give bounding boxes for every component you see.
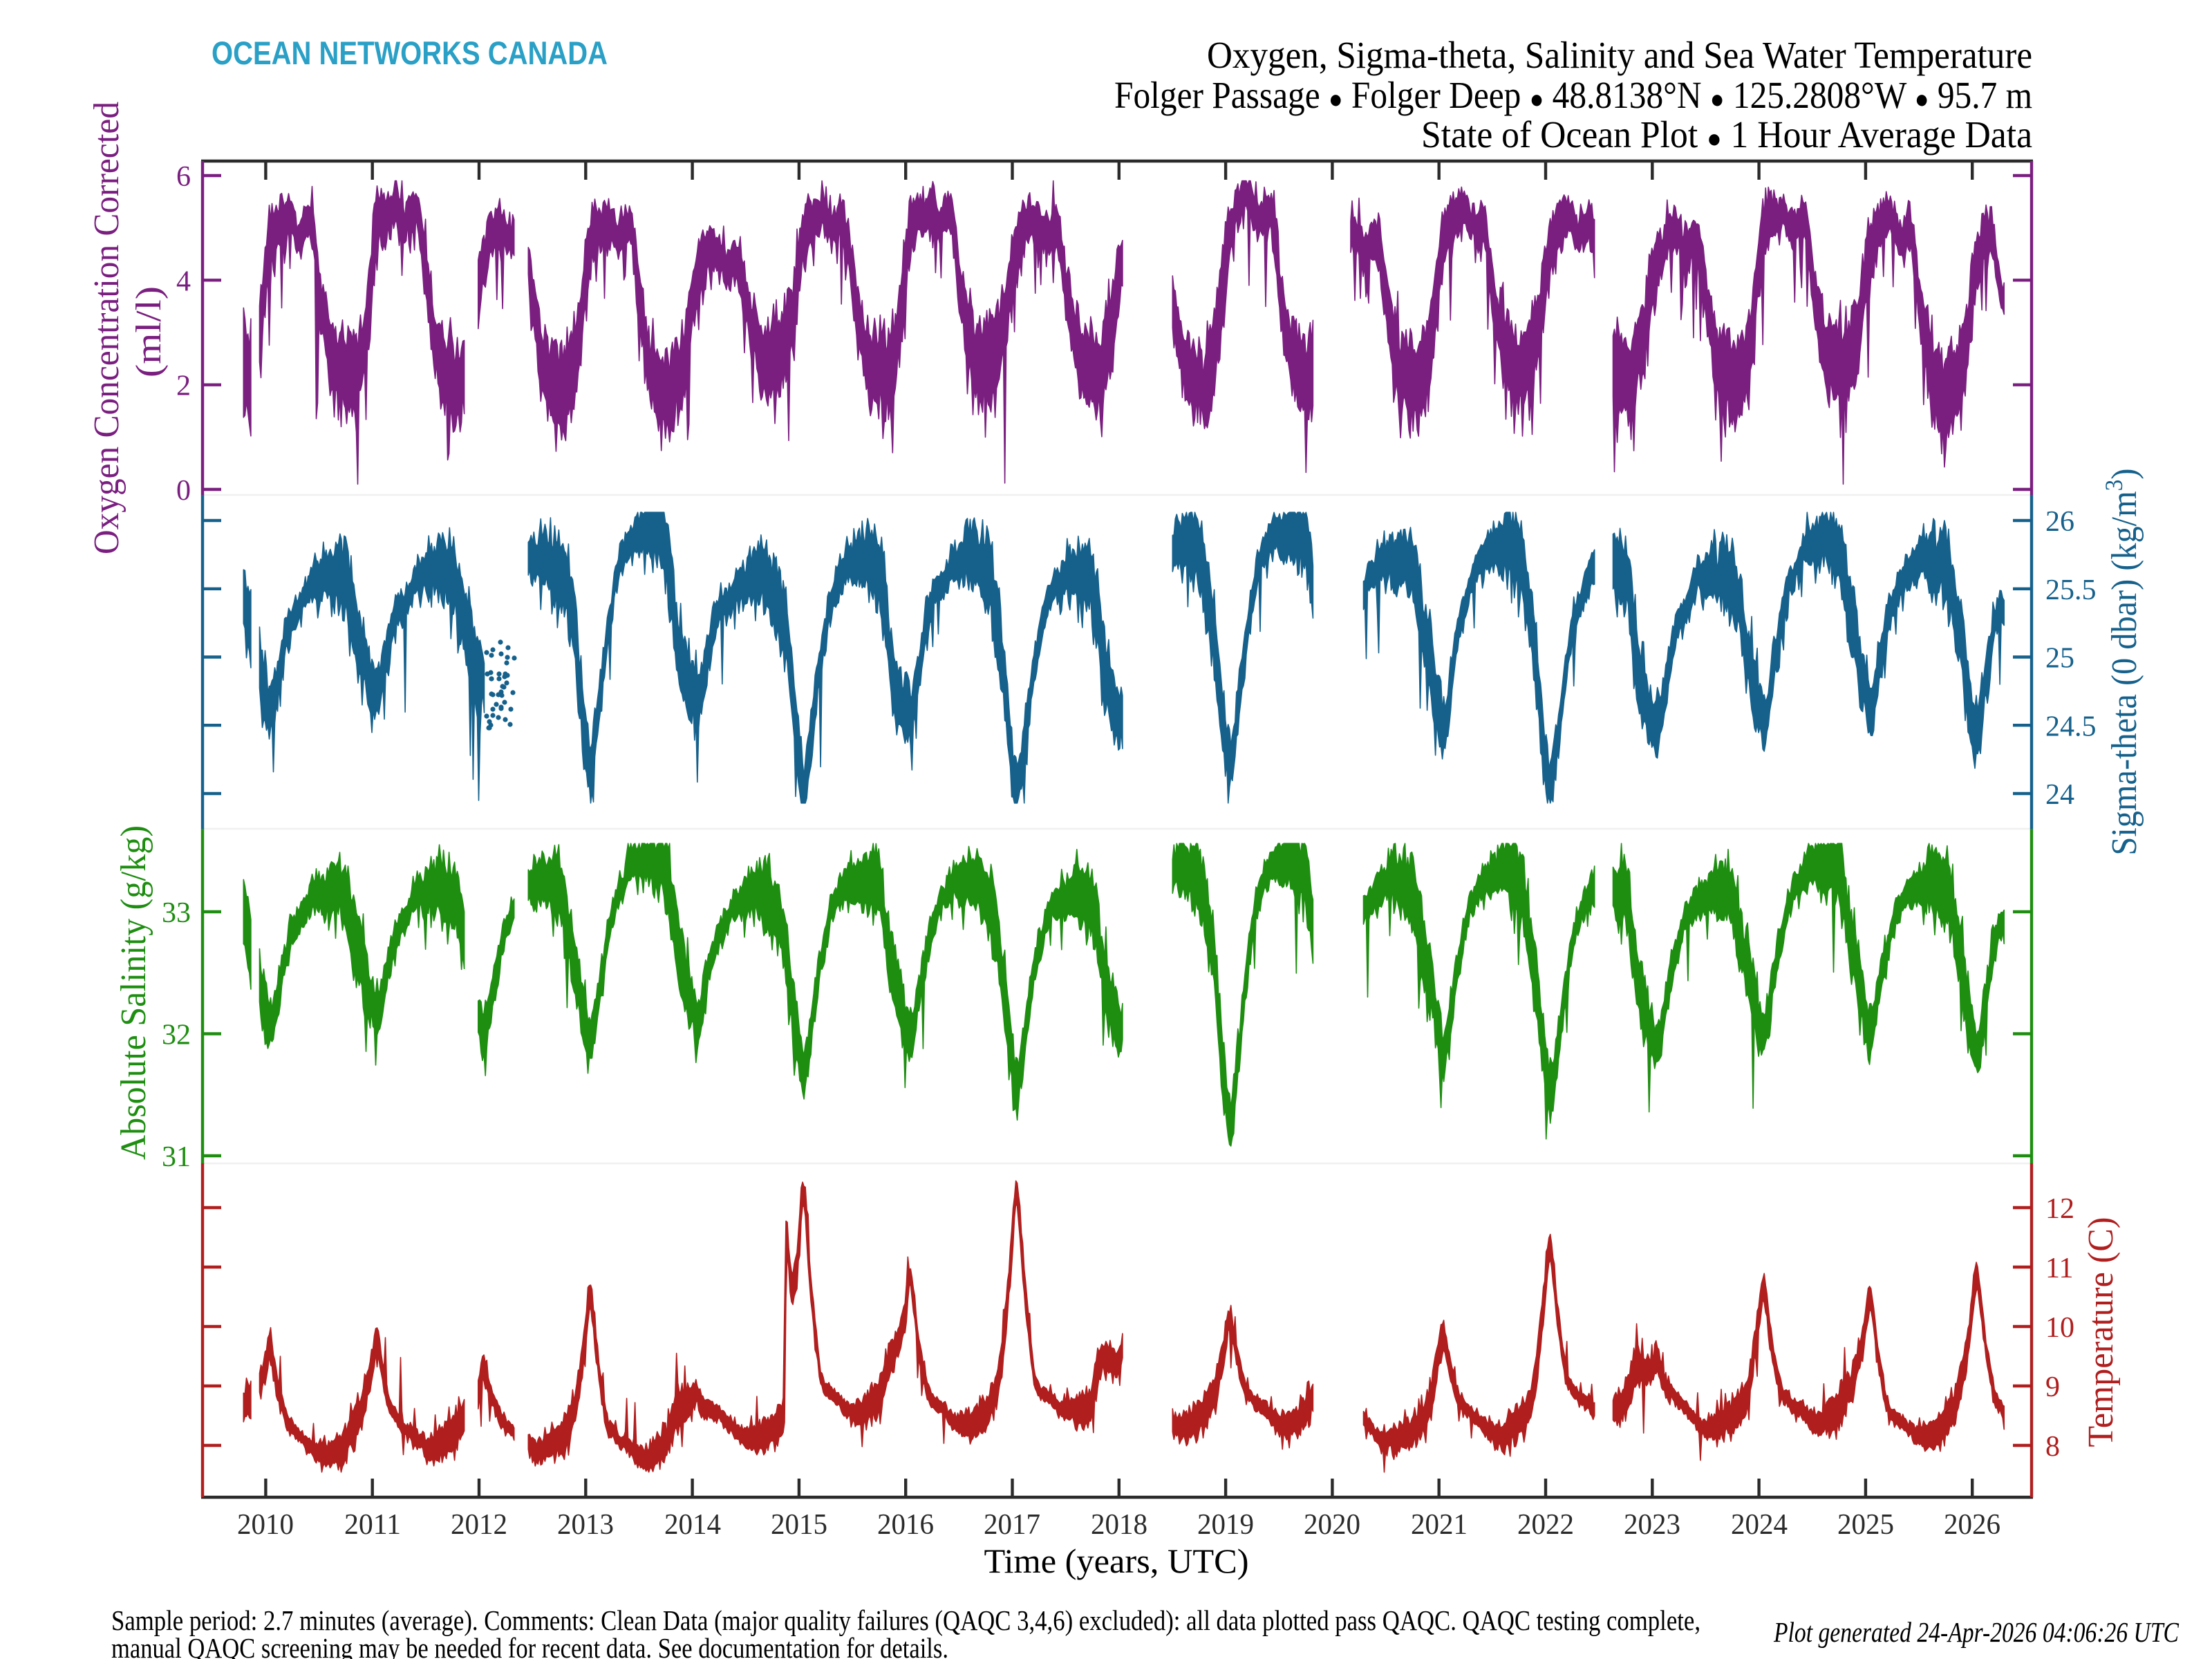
svg-text:8: 8 <box>2045 1431 2060 1463</box>
svg-text:4: 4 <box>176 265 191 297</box>
svg-text:Oxygen, Sigma-theta, Salinity: Oxygen, Sigma-theta, Salinity and Sea Wa… <box>1207 34 2032 76</box>
svg-text:Time (years, UTC): Time (years, UTC) <box>984 1541 1249 1580</box>
svg-text:2024: 2024 <box>1731 1509 1788 1541</box>
svg-text:2017: 2017 <box>984 1509 1040 1541</box>
svg-text:2026: 2026 <box>1944 1509 2000 1541</box>
svg-text:25: 25 <box>2045 643 2074 675</box>
svg-text:2010: 2010 <box>237 1509 294 1541</box>
svg-text:26: 26 <box>2045 506 2074 538</box>
svg-text:32: 32 <box>162 1020 191 1051</box>
svg-text:2013: 2013 <box>557 1509 614 1541</box>
svg-text:24.5: 24.5 <box>2045 711 2097 742</box>
svg-text:manual QAQC screening may be n: manual QAQC screening may be needed for … <box>111 1632 948 1659</box>
svg-text:6: 6 <box>176 161 191 193</box>
svg-text:2016: 2016 <box>877 1509 934 1541</box>
svg-text:2012: 2012 <box>451 1509 507 1541</box>
svg-text:2022: 2022 <box>1517 1509 1574 1541</box>
svg-text:OCEAN NETWORKS CANADA: OCEAN NETWORKS CANADA <box>212 36 608 72</box>
svg-text:25.5: 25.5 <box>2045 574 2097 606</box>
svg-text:0: 0 <box>176 475 191 507</box>
svg-text:10: 10 <box>2045 1312 2074 1344</box>
svg-text:Oxygen Concentration Corrected: Oxygen Concentration Corrected <box>87 102 126 554</box>
svg-text:2025: 2025 <box>1837 1509 1894 1541</box>
svg-text:31: 31 <box>162 1141 191 1173</box>
svg-text:Plot generated 24-Apr-2026 04:: Plot generated 24-Apr-2026 04:06:26 UTC <box>1773 1616 2179 1648</box>
svg-text:State of Ocean Plot ● 1 Hour A: State of Ocean Plot ● 1 Hour Average Dat… <box>1421 113 2032 156</box>
svg-text:2020: 2020 <box>1304 1509 1360 1541</box>
svg-text:9: 9 <box>2045 1371 2060 1403</box>
svg-text:2: 2 <box>176 371 191 402</box>
svg-text:Temperature (C): Temperature (C) <box>2081 1217 2121 1447</box>
svg-text:Sigma-theta (0 dbar) (kg/m3): Sigma-theta (0 dbar) (kg/m3) <box>2100 469 2144 856</box>
svg-text:11: 11 <box>2045 1253 2073 1284</box>
svg-text:2018: 2018 <box>1091 1509 1147 1541</box>
svg-text:2019: 2019 <box>1197 1509 1254 1541</box>
svg-text:24: 24 <box>2045 779 2074 811</box>
svg-text:2021: 2021 <box>1411 1509 1468 1541</box>
svg-text:(ml/l): (ml/l) <box>129 286 169 377</box>
svg-text:Sample period: 2.7 minutes (av: Sample period: 2.7 minutes (average). Co… <box>111 1604 1700 1636</box>
svg-text:2011: 2011 <box>344 1509 401 1541</box>
svg-text:Folger Passage ● Folger Deep ●: Folger Passage ● Folger Deep ● 48.8138°N… <box>1114 74 2032 116</box>
svg-text:33: 33 <box>162 897 191 929</box>
svg-text:2014: 2014 <box>664 1509 721 1541</box>
svg-text:Absolute Salinity (g/kg): Absolute Salinity (g/kg) <box>114 825 153 1160</box>
svg-text:12: 12 <box>2045 1193 2074 1225</box>
svg-text:2023: 2023 <box>1624 1509 1680 1541</box>
svg-text:2015: 2015 <box>771 1509 827 1541</box>
